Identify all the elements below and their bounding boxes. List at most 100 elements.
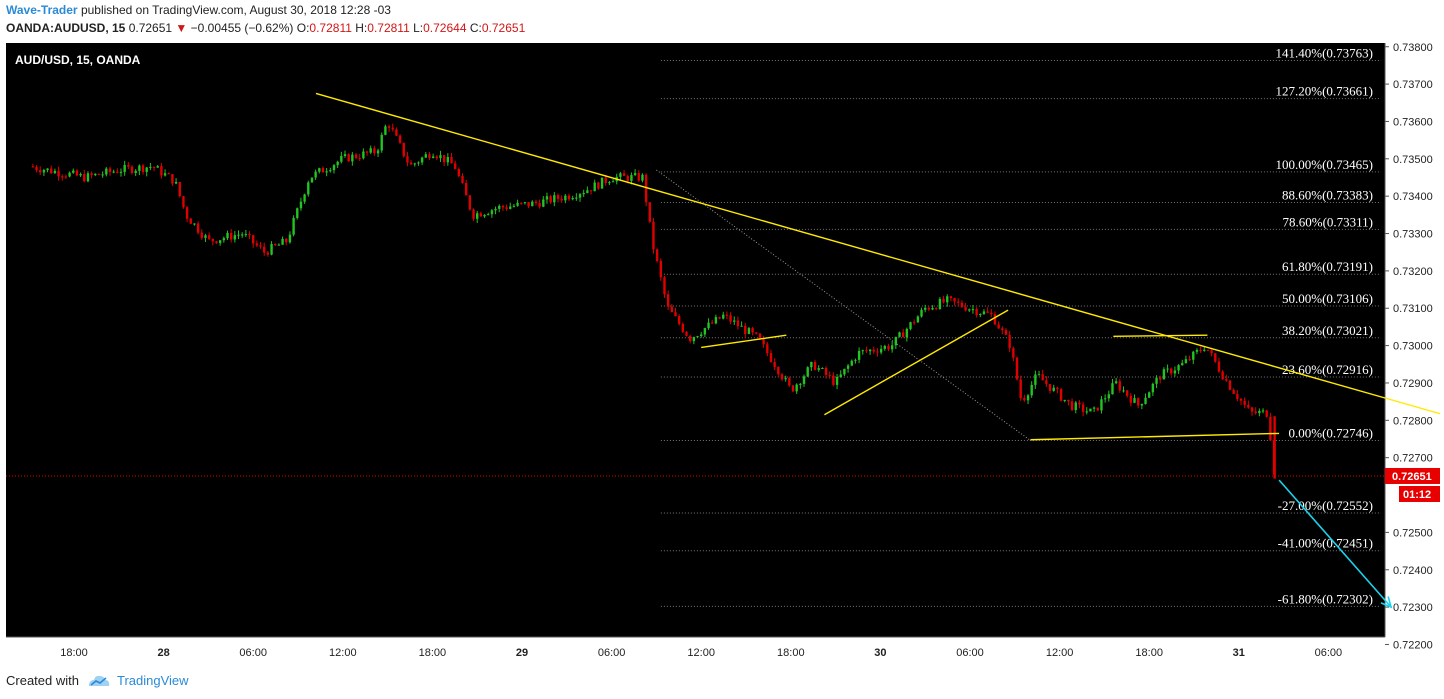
candle-body: [912, 322, 916, 324]
candle-body: [681, 323, 685, 332]
author-link[interactable]: Wave-Trader: [6, 3, 78, 17]
candle-body: [384, 126, 387, 135]
candle-body: [193, 223, 196, 225]
candle-body: [79, 174, 82, 176]
candle-body: [868, 349, 872, 352]
candle-body: [1089, 408, 1092, 412]
candle-body: [545, 196, 549, 200]
y-tick-label: 0.72800: [1393, 415, 1433, 427]
fib-level-label: 141.40%(0.73763): [1276, 46, 1374, 61]
candle-body: [123, 164, 126, 172]
candle-body: [611, 181, 615, 183]
candle-body: [986, 311, 989, 313]
candle-body: [1012, 348, 1015, 358]
candle-body: [773, 362, 776, 368]
price-chart[interactable]: 141.40%(0.73763) 127.20%(0.73661) 100.00%(…: [6, 42, 1444, 673]
candle-body: [795, 384, 798, 392]
candle-body: [395, 129, 398, 136]
low-value: 0.72644: [423, 21, 467, 35]
candle-body: [920, 309, 923, 317]
candle-body: [942, 299, 945, 303]
candle-body: [498, 205, 501, 209]
candle-body: [61, 176, 64, 178]
candle-body: [780, 374, 784, 380]
fib-level-label: 38.20%(0.73021): [1282, 323, 1373, 338]
candle-body: [666, 294, 670, 307]
candle-body: [160, 166, 163, 176]
fibonacci-levels[interactable]: 141.40%(0.73763) 127.20%(0.73661) 100.00%(…: [656, 46, 1381, 607]
candle-body: [226, 232, 229, 239]
time-axis[interactable]: [6, 637, 1440, 668]
x-tick-label: 18:00: [777, 647, 805, 659]
candle-body: [1070, 401, 1074, 411]
drawings[interactable]: [6, 92, 1444, 609]
candle-body: [931, 308, 934, 310]
price-axis[interactable]: [1385, 43, 1440, 637]
fib-level-label: -61.80%(0.72302): [1278, 591, 1373, 606]
candle-body: [946, 296, 949, 303]
candle-body: [431, 156, 435, 158]
y-tick-label: 0.72700: [1393, 453, 1433, 465]
candle-body: [949, 296, 953, 298]
candle-body: [1184, 359, 1188, 364]
candle-body: [938, 299, 942, 309]
candle-body: [1056, 387, 1059, 390]
candle-body: [453, 163, 457, 170]
y-tick-label: 0.72900: [1393, 378, 1433, 390]
candle-body: [266, 252, 270, 255]
tradingview-link[interactable]: TradingView: [116, 673, 189, 688]
candle-body: [152, 166, 156, 168]
candle-body: [435, 156, 439, 159]
candle-body: [318, 168, 321, 172]
candle-body: [711, 322, 714, 324]
candle-body: [641, 174, 644, 181]
candle-body: [439, 155, 442, 159]
candle-body: [534, 201, 538, 204]
chart-svg[interactable]: 141.40%(0.73763) 127.20%(0.73661) 100.00%(…: [6, 42, 1444, 668]
candle-body: [479, 213, 483, 217]
candle-body: [134, 170, 137, 173]
candle-body: [1048, 384, 1052, 391]
candle-body: [196, 223, 200, 233]
candle-body: [604, 177, 607, 183]
candle-body: [244, 234, 248, 236]
candle-body: [1243, 400, 1246, 405]
candle-body: [791, 385, 795, 392]
candle-body: [817, 368, 820, 370]
publish-info: Wave-Trader published on TradingView.com…: [6, 3, 391, 17]
candle-body: [31, 166, 35, 168]
x-tick-label: 06:00: [1315, 647, 1343, 659]
candle-body: [468, 195, 472, 210]
fib-level-label: 50.00%(0.73106): [1282, 291, 1373, 306]
candle-body: [288, 234, 292, 243]
candle-body: [296, 208, 299, 218]
candle-body: [707, 322, 710, 329]
candle-body: [450, 157, 453, 164]
tradingview-logo-icon[interactable]: [87, 674, 111, 688]
candle-body: [1004, 330, 1008, 335]
candle-body: [240, 234, 244, 236]
x-tick-label: 12:00: [687, 647, 715, 659]
candle-body: [1133, 398, 1136, 403]
candle-body: [960, 302, 964, 307]
trendline-lower-support: [1030, 432, 1280, 441]
candle-body: [292, 217, 295, 235]
candle-body: [1041, 374, 1044, 381]
trendline-support-1: [701, 334, 787, 349]
candle-body: [1067, 399, 1070, 402]
candle-body: [174, 181, 178, 184]
candle-body: [127, 164, 130, 167]
candle-body: [957, 301, 960, 303]
trendline-rising-line: [824, 309, 1009, 416]
y-tick-label: 0.73600: [1393, 116, 1433, 128]
y-tick-label: 0.72400: [1393, 565, 1433, 577]
candle-body: [810, 362, 813, 368]
projection-arrow-line: [1278, 479, 1392, 608]
candle-body: [1008, 334, 1011, 349]
fib-level-label: 100.00%(0.73465): [1276, 157, 1374, 172]
candle-body: [1247, 404, 1250, 408]
x-tick-label: 06:00: [956, 647, 984, 659]
y-tick-label: 0.72300: [1393, 602, 1433, 614]
candle-body: [769, 353, 773, 363]
close-label: C:: [469, 21, 482, 35]
